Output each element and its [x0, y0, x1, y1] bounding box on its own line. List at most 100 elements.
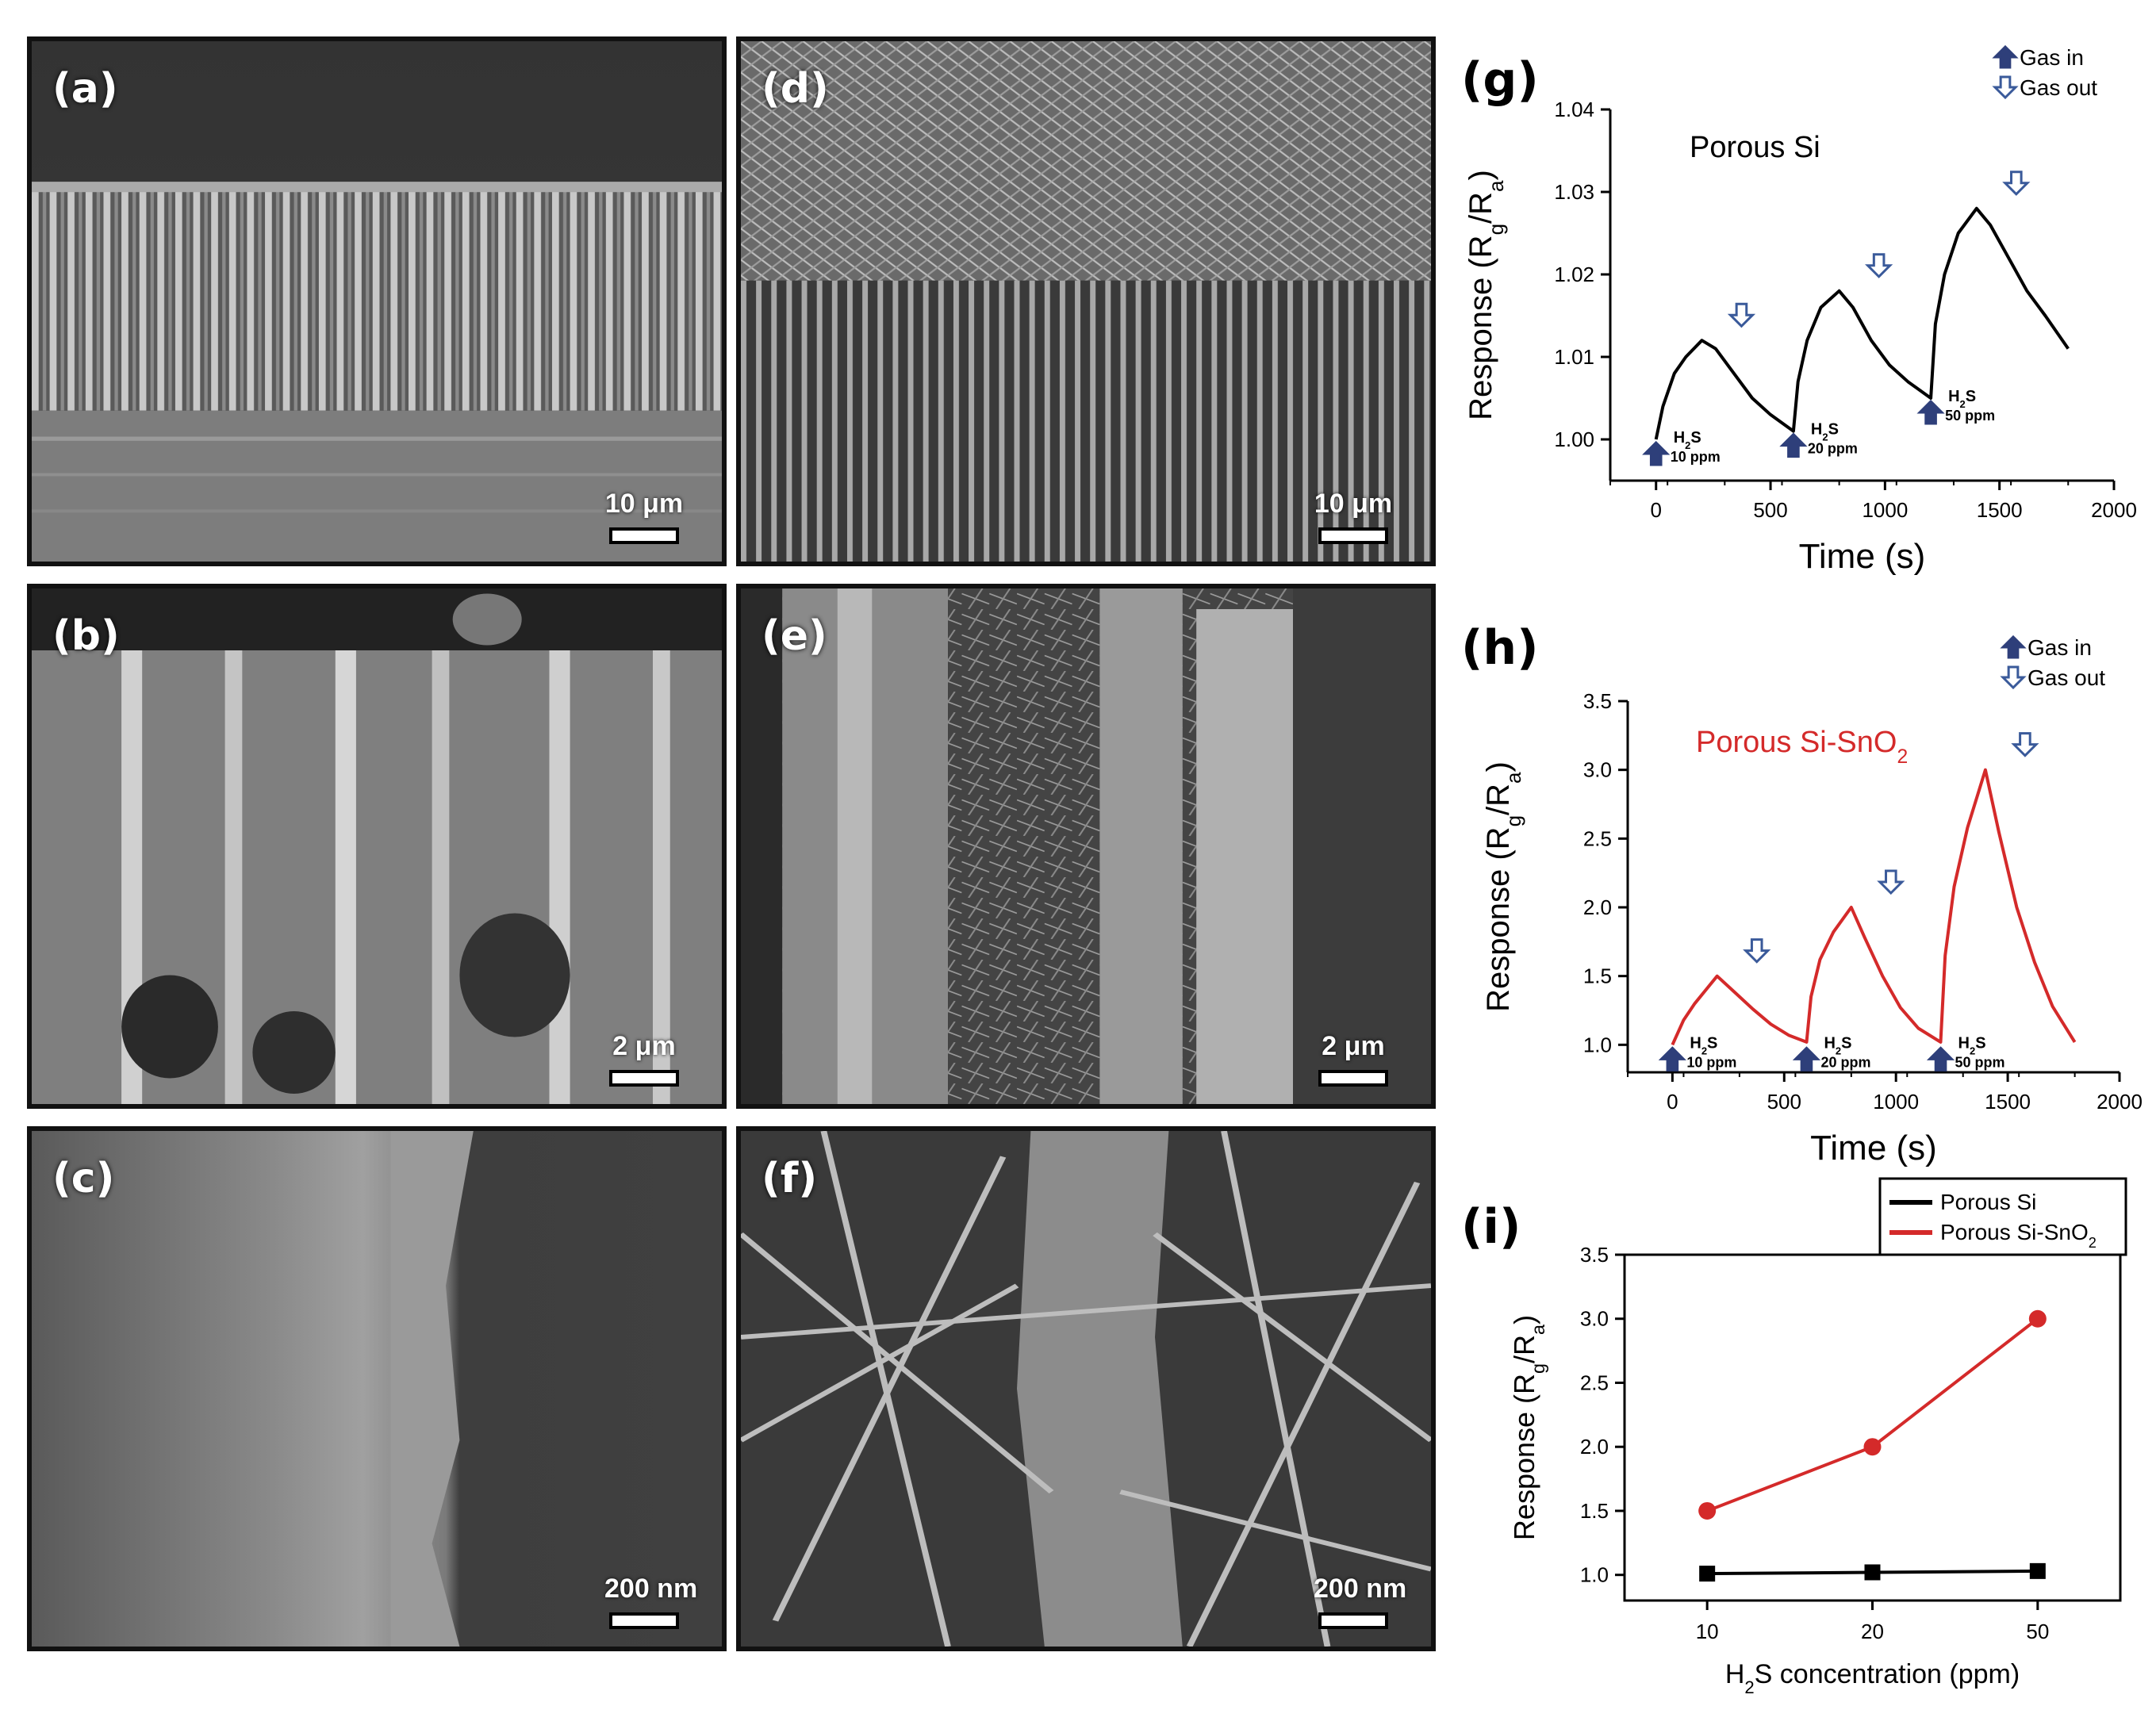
concentration-label: 20 ppm [1808, 441, 1858, 457]
x-tick-label: 2000 [2097, 1090, 2143, 1114]
scale-bar-line [609, 1612, 679, 1629]
y-tick-label: 3.0 [1580, 1307, 1609, 1331]
y-axis-label: Response (Rg/Ra) [1508, 1315, 1548, 1540]
gas-in-arrow [1916, 399, 1945, 425]
legend-gas-out-label: Gas out [2020, 75, 2097, 100]
scale-bar-line [1318, 1070, 1388, 1087]
data-point-square [2029, 1562, 2046, 1579]
micrograph-label: (c) [52, 1155, 115, 1202]
y-tick-label: 2.0 [1580, 1435, 1609, 1459]
chart-annotation: Porous Si [1690, 131, 1820, 164]
x-tick-label: 2000 [2091, 498, 2137, 522]
x-axis-label: H2S concentration (ppm) [1725, 1659, 2020, 1697]
legend-gas-out-label: Gas out [2027, 665, 2105, 690]
micrograph-c-image [32, 1131, 722, 1647]
micrograph-label: (d) [762, 65, 829, 113]
y-tick-label: 1.5 [1583, 964, 1612, 988]
concentration-label: 20 ppm [1820, 1054, 1870, 1070]
x-tick-label: 500 [1767, 1090, 1801, 1114]
concentration-label: 10 ppm [1686, 1054, 1736, 1070]
y-tick-label: 1.00 [1554, 427, 1594, 451]
x-tick-label: 1000 [1873, 1090, 1919, 1114]
micrograph-a: (a) 10 μm [27, 36, 727, 566]
data-point-square [1699, 1566, 1716, 1582]
scale-bar: 200 nm [1314, 1574, 1407, 1629]
scale-bar-text: 10 μm [604, 489, 684, 519]
gas-out-arrow [1727, 302, 1756, 328]
y-tick-label: 1.5 [1580, 1499, 1609, 1523]
gas-label: H2S [1824, 1034, 1851, 1056]
gas-out-arrow [1877, 869, 1905, 895]
y-tick-label: 1.01 [1554, 345, 1594, 369]
y-tick-label: 1.03 [1554, 180, 1594, 204]
micrograph-b: (b) 2 μm [27, 584, 727, 1109]
gas-in-arrow [1792, 1046, 1821, 1072]
scale-bar: 10 μm [1314, 489, 1393, 544]
y-tick-label: 3.5 [1580, 1243, 1609, 1267]
chart-annotation: Porous Si-SnO2 [1696, 726, 1908, 768]
scale-bar-text: 10 μm [1314, 489, 1393, 519]
concentration-label: 50 ppm [1945, 408, 1995, 424]
gas-in-arrow [1926, 1046, 1955, 1072]
gas-in-arrow [1658, 1046, 1686, 1072]
micrograph-f-image [741, 1131, 1431, 1647]
gas-label: H2S [1811, 421, 1839, 443]
scale-bar-text: 2 μm [1322, 1031, 1385, 1061]
panel-label-g: (g) [1461, 52, 1539, 108]
scale-bar: 2 μm [604, 1031, 684, 1087]
y-tick-label: 2.5 [1580, 1371, 1609, 1394]
series-line [1671, 768, 2077, 1046]
data-point-circle [1698, 1501, 1717, 1520]
x-tick-label: 20 [1861, 1620, 1884, 1643]
micrograph-label: (b) [52, 612, 120, 660]
legend-gas-out-icon [1992, 75, 2019, 100]
micrograph-d: (d) 10 μm [736, 36, 1436, 566]
gas-in-arrow [1642, 440, 1671, 466]
gas-out-arrow [1865, 253, 1893, 278]
y-tick-label: 3.0 [1583, 758, 1612, 782]
x-tick-label: 1500 [1985, 1090, 2031, 1114]
gas-label: H2S [1958, 1034, 1986, 1056]
scale-bar: 2 μm [1314, 1031, 1393, 1087]
plot-frame [1623, 1253, 2122, 1602]
legend-gas-in-icon [2000, 634, 2027, 659]
x-tick-label: 0 [1667, 1090, 1678, 1114]
y-axis-label: Response (Rg/Ra) [1481, 761, 1525, 1012]
series-line [1706, 1317, 2039, 1512]
micrograph-b-image [32, 588, 722, 1104]
micrograph-e: (e) 2 μm [736, 584, 1436, 1109]
micrograph-c: (c) 200 nm [27, 1126, 727, 1651]
y-tick-label: 1.02 [1554, 263, 1594, 286]
concentration-label: 50 ppm [1955, 1054, 2005, 1070]
x-tick-label: 1000 [1862, 498, 1908, 522]
scale-bar-line [1318, 527, 1388, 544]
y-tick-label: 2.0 [1583, 895, 1612, 919]
x-tick-label: 500 [1753, 498, 1787, 522]
micrograph-f: (f) 200 nm [736, 1126, 1436, 1651]
x-tick-label: 50 [2026, 1620, 2049, 1643]
x-axis-label: Time (s) [1799, 537, 1926, 576]
data-point-circle [2028, 1309, 2047, 1328]
legend-gas-in-label: Gas in [2027, 635, 2092, 660]
concentration-label: 10 ppm [1671, 449, 1721, 465]
y-tick-label: 3.5 [1583, 689, 1612, 713]
gas-out-arrow [2002, 171, 2031, 196]
micrograph-label: (f) [762, 1155, 818, 1202]
x-tick-label: 10 [1696, 1620, 1719, 1643]
legend-box [1878, 1177, 2127, 1256]
series-line [1707, 1569, 2038, 1576]
micrograph-d-image [741, 41, 1431, 562]
micrograph-a-image [32, 41, 722, 562]
data-point-square [1864, 1564, 1881, 1581]
scale-bar-text: 200 nm [1314, 1574, 1407, 1604]
y-tick-label: 1.04 [1554, 98, 1594, 121]
y-axis-label: Response (Rg/Ra) [1464, 170, 1508, 420]
scale-bar-line [1318, 1612, 1388, 1629]
micrograph-e-image [741, 588, 1431, 1104]
scale-bar-text: 200 nm [604, 1574, 698, 1604]
scale-bar: 10 μm [604, 489, 684, 544]
scale-bar-line [609, 1070, 679, 1087]
y-tick-label: 1.0 [1580, 1563, 1609, 1587]
gas-label: H2S [1674, 429, 1701, 451]
x-tick-label: 0 [1650, 498, 1661, 522]
